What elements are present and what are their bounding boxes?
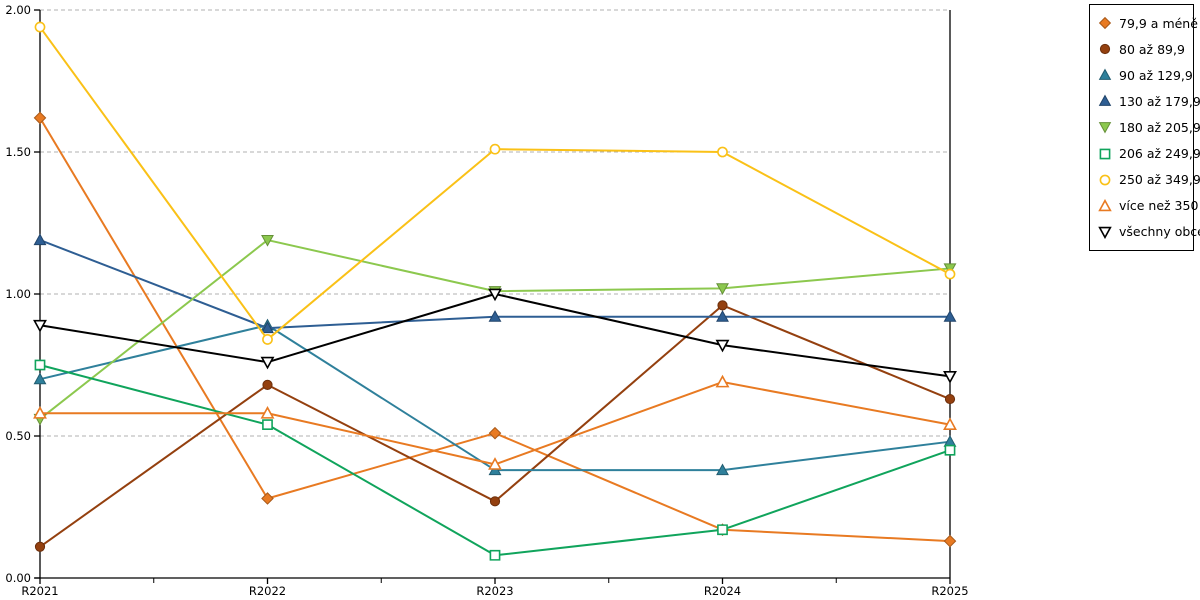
x-tick-label: R2021 bbox=[21, 584, 58, 598]
circle-marker-icon bbox=[262, 334, 273, 345]
circle-marker-icon bbox=[717, 300, 728, 311]
circle-marker-icon bbox=[34, 541, 46, 552]
triangle-up-marker-icon bbox=[488, 310, 502, 322]
triangle-up-marker-icon bbox=[943, 417, 957, 431]
square-marker-icon bbox=[262, 419, 273, 431]
diamond-legend-marker-icon bbox=[1098, 16, 1112, 30]
triangle-up-marker-icon bbox=[33, 406, 47, 419]
circle-marker-icon bbox=[489, 143, 501, 155]
square-marker-icon bbox=[489, 549, 501, 561]
y-tick-label: 1.00 bbox=[5, 287, 31, 301]
triangle-down-legend-marker-icon bbox=[1098, 226, 1112, 239]
legend-item: 180 až 205,9 bbox=[1098, 120, 1200, 135]
circle-marker-icon bbox=[262, 379, 273, 390]
triangle-up-marker-icon bbox=[261, 321, 274, 334]
diamond-marker-icon bbox=[33, 111, 47, 125]
triangle-down-marker-icon bbox=[261, 234, 274, 247]
y-tick-label: 0.00 bbox=[5, 571, 31, 585]
series-line bbox=[39, 293, 951, 378]
legend-label: 180 až 205,9 bbox=[1119, 119, 1200, 135]
triangle-down-marker-icon bbox=[33, 319, 47, 333]
circle-marker-icon bbox=[489, 496, 501, 507]
legend-label: 90 až 129,9 bbox=[1119, 67, 1193, 83]
triangle-down-marker-icon bbox=[715, 339, 730, 353]
square-marker-icon bbox=[717, 524, 728, 536]
legend-item: 79,9 a méně bbox=[1098, 16, 1198, 31]
x-tick-label: R2023 bbox=[476, 584, 513, 598]
chart-legend: 79,9 a méně 80 až 89,9 90 až 129,9 130 až 1… bbox=[1089, 4, 1200, 251]
square-marker-icon bbox=[34, 359, 46, 371]
triangle-up-marker-icon bbox=[33, 233, 47, 246]
circle-marker-icon bbox=[944, 393, 956, 405]
legend-label: více než 350 bbox=[1119, 198, 1199, 214]
legend-label: 80 až 89,9 bbox=[1119, 41, 1185, 57]
triangle-up-marker-icon bbox=[260, 406, 275, 419]
circle-marker-icon bbox=[944, 268, 956, 280]
triangle-up-marker-icon bbox=[943, 310, 957, 322]
circle-legend-marker-icon bbox=[1099, 44, 1111, 55]
series-line bbox=[39, 117, 951, 543]
circle-legend-marker-icon bbox=[1099, 174, 1111, 186]
triangle-up-marker-icon bbox=[488, 457, 502, 470]
square-legend-marker-icon bbox=[1099, 148, 1111, 159]
legend-item: 250 až 349,9 bbox=[1098, 172, 1200, 187]
legend-label: všechny obce bbox=[1119, 224, 1200, 240]
triangle-up-legend-marker-icon bbox=[1098, 68, 1112, 81]
legend-item: 206 až 249,9 bbox=[1098, 146, 1200, 161]
x-tick-label: R2024 bbox=[704, 584, 741, 598]
series-line bbox=[39, 304, 951, 548]
circle-marker-icon bbox=[34, 21, 46, 33]
triangle-down-marker-icon bbox=[488, 288, 502, 302]
triangle-down-legend-marker-icon bbox=[1098, 122, 1112, 134]
x-tick-label: R2022 bbox=[249, 584, 286, 598]
legend-item: všechny obce bbox=[1098, 224, 1200, 239]
legend-item: více než 350 bbox=[1098, 198, 1198, 213]
triangle-up-legend-marker-icon bbox=[1098, 94, 1112, 107]
triangle-down-marker-icon bbox=[260, 356, 275, 370]
triangle-up-marker-icon bbox=[716, 310, 729, 322]
series-line bbox=[40, 381, 951, 466]
legend-item: 90 až 129,9 bbox=[1098, 68, 1193, 83]
triangle-up-legend-marker-icon bbox=[1098, 198, 1112, 212]
legend-item: 80 až 89,9 bbox=[1098, 42, 1193, 57]
series-line bbox=[39, 239, 951, 420]
triangle-down-marker-icon bbox=[943, 370, 957, 384]
triangle-up-marker-icon bbox=[716, 463, 729, 476]
legend-item: 130 až 179,9 bbox=[1098, 94, 1200, 109]
y-tick-label: 0.50 bbox=[5, 429, 31, 443]
legend-label: 250 až 349,9 bbox=[1119, 172, 1200, 188]
y-tick-label: 1.50 bbox=[5, 145, 31, 159]
diamond-marker-icon bbox=[943, 534, 957, 548]
diamond-marker-icon bbox=[261, 492, 274, 505]
triangle-up-marker-icon bbox=[715, 374, 730, 388]
legend-label: 206 až 249,9 bbox=[1119, 146, 1200, 162]
circle-marker-icon bbox=[717, 146, 728, 158]
legend-label: 130 až 179,9 bbox=[1119, 93, 1200, 109]
triangle-down-marker-icon bbox=[716, 283, 729, 295]
x-tick-label: R2025 bbox=[931, 584, 968, 598]
triangle-up-marker-icon bbox=[33, 372, 47, 385]
y-tick-label: 2.00 bbox=[5, 3, 31, 17]
legend-label: 79,9 a méně bbox=[1119, 15, 1198, 31]
diamond-marker-icon bbox=[488, 426, 502, 440]
square-marker-icon bbox=[944, 444, 956, 456]
